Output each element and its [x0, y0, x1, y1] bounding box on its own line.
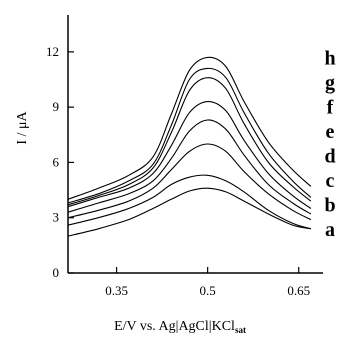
x-tick-label: 0.35	[105, 283, 128, 298]
y-tick-label: 12	[46, 44, 59, 59]
ticks: 0 3 6 9 12 0.35 0.5 0.65	[46, 44, 310, 298]
y-tick-label: 9	[53, 99, 60, 114]
x-axis-title-main: E/V vs. Ag|AgCl|KCl	[114, 319, 235, 334]
x-tick-label: 0.5	[200, 283, 216, 298]
curve-e	[67, 101, 312, 209]
y-tick-label: 0	[53, 265, 60, 280]
curve-h	[67, 56, 312, 200]
y-tick-label: 6	[53, 154, 60, 169]
curves	[67, 56, 312, 237]
axes	[67, 15, 323, 274]
x-axis-title-subscript: sat	[235, 325, 246, 335]
curve-c	[67, 143, 312, 221]
curve-b	[67, 174, 312, 230]
curve-label-a: a	[325, 219, 335, 241]
curve-label-b: b	[324, 195, 335, 217]
x-tick-label: 0.65	[287, 283, 310, 298]
y-tick-label: 3	[53, 210, 60, 225]
curve-a	[67, 187, 312, 237]
y-axis-title: I / μA	[15, 111, 30, 145]
curve-label-g: g	[325, 72, 335, 94]
x-axis-title: E/V vs. Ag|AgCl|KClsat	[114, 319, 246, 335]
curve-label-c: c	[326, 170, 335, 192]
curve-d	[67, 119, 312, 215]
curve-label-f: f	[327, 97, 334, 119]
curve-f	[67, 77, 312, 206]
curve-label-d: d	[324, 146, 335, 168]
curve-g	[67, 67, 312, 204]
curve-label-e: e	[326, 121, 335, 143]
curve-label-h: h	[324, 48, 335, 70]
